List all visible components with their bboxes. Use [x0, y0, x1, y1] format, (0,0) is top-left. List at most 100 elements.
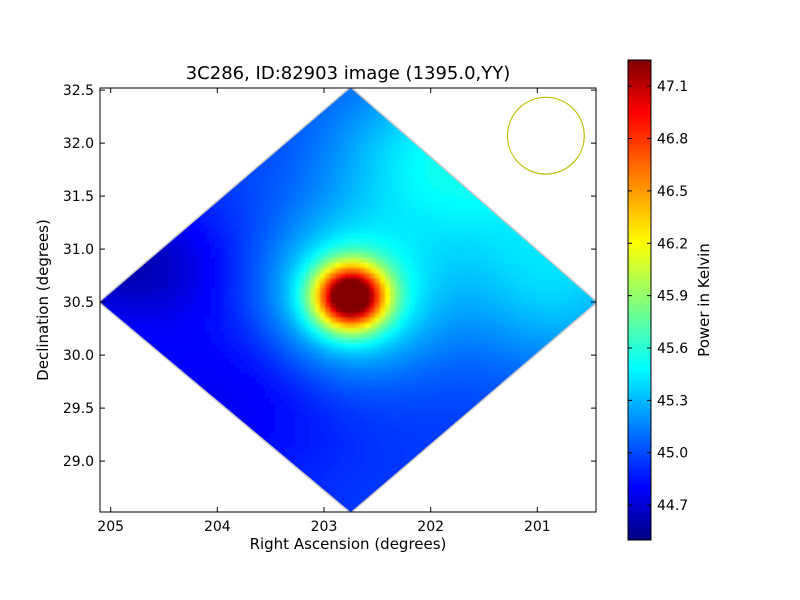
- heatmap-cell: [460, 318, 466, 324]
- heatmap-cell: [415, 278, 421, 284]
- heatmap-cell: [300, 308, 306, 314]
- heatmap-cell: [390, 248, 396, 254]
- heatmap-cell: [230, 228, 236, 234]
- heatmap-cell: [420, 298, 426, 304]
- heatmap-cell: [285, 253, 291, 259]
- heatmap-cell: [275, 178, 281, 184]
- heatmap-cell: [250, 313, 256, 319]
- heatmap-cell: [240, 208, 246, 214]
- heatmap-cell: [110, 293, 116, 299]
- heatmap-cell: [225, 253, 231, 259]
- heatmap-cell: [140, 283, 146, 289]
- heatmap-cell: [310, 313, 316, 319]
- heatmap-cell: [340, 308, 346, 314]
- heatmap-cell: [250, 208, 256, 214]
- heatmap-cell: [440, 228, 446, 234]
- heatmap-cell: [395, 178, 401, 184]
- heatmap-cell: [355, 268, 361, 274]
- heatmap-cell: [505, 253, 511, 259]
- heatmap-cell: [425, 198, 431, 204]
- heatmap-cell: [240, 278, 246, 284]
- heatmap-cell: [505, 303, 511, 309]
- heatmap-cell: [340, 143, 346, 149]
- heatmap-cell: [285, 288, 291, 294]
- heatmap-cell: [365, 298, 371, 304]
- heatmap-cell: [245, 288, 251, 294]
- heatmap-cell: [195, 318, 201, 324]
- heatmap-cell: [430, 218, 436, 224]
- heatmap-cell: [190, 278, 196, 284]
- heatmap-cell: [315, 168, 321, 174]
- heatmap-cell: [370, 233, 376, 239]
- heatmap-cell: [375, 178, 381, 184]
- heatmap-cell: [475, 258, 481, 264]
- heatmap-cell: [255, 293, 261, 299]
- heatmap-cell: [270, 323, 276, 329]
- heatmap-cell: [380, 168, 386, 174]
- heatmap-cell: [370, 158, 376, 164]
- heatmap-cell: [455, 278, 461, 284]
- heatmap-cell: [525, 298, 531, 304]
- heatmap-cell: [440, 258, 446, 264]
- heatmap-cell: [345, 248, 351, 254]
- heatmap-cell: [495, 288, 501, 294]
- heatmap-cell: [375, 253, 381, 259]
- heatmap-cell: [400, 283, 406, 289]
- heatmap-cell: [280, 223, 286, 229]
- heatmap-cell: [175, 268, 181, 274]
- heatmap-cell: [460, 273, 466, 279]
- heatmap-cell: [440, 318, 446, 324]
- heatmap-cell: [545, 318, 551, 324]
- heatmap-cell: [325, 143, 331, 149]
- heatmap-cell: [295, 263, 301, 269]
- heatmap-cell: [475, 198, 481, 204]
- heatmap-cell: [545, 308, 551, 314]
- heatmap-cell: [185, 318, 191, 324]
- heatmap-cell: [475, 333, 481, 339]
- heatmap-cell: [425, 158, 431, 164]
- heatmap-cell: [390, 158, 396, 164]
- heatmap-cell: [160, 268, 166, 274]
- heatmap-cell: [385, 203, 391, 209]
- heatmap-cell: [165, 248, 171, 254]
- heatmap-cell: [180, 278, 186, 284]
- heatmap-cell: [255, 193, 261, 199]
- heatmap-cell: [330, 193, 336, 199]
- heatmap-cell: [240, 293, 246, 299]
- heatmap-cell: [345, 288, 351, 294]
- heatmap-cell: [275, 248, 281, 254]
- heatmap-cell: [405, 238, 411, 244]
- heatmap-cell: [350, 173, 356, 179]
- heatmap-cell: [410, 308, 416, 314]
- heatmap-cell: [250, 243, 256, 249]
- heatmap-cell: [480, 258, 486, 264]
- heatmap-cell: [450, 328, 456, 334]
- heatmap-cell: [440, 213, 446, 219]
- heatmap-cell: [315, 143, 321, 149]
- heatmap-cell: [195, 218, 201, 224]
- heatmap-cell: [175, 328, 181, 334]
- heatmap-cell: [240, 328, 246, 334]
- heatmap-cell: [410, 258, 416, 264]
- heatmap-cell: [235, 303, 241, 309]
- heatmap-cell: [290, 173, 296, 179]
- heatmap-cell: [280, 188, 286, 194]
- heatmap-cell: [385, 153, 391, 159]
- heatmap-cell: [315, 278, 321, 284]
- heatmap-cell: [190, 328, 196, 334]
- heatmap-cell: [175, 293, 181, 299]
- heatmap-cell: [385, 128, 391, 134]
- heatmap-cell: [255, 318, 261, 324]
- heatmap-cell: [390, 173, 396, 179]
- heatmap-cell: [350, 263, 356, 269]
- heatmap-cell: [385, 163, 391, 169]
- heatmap-cell: [390, 318, 396, 324]
- heatmap-cell: [515, 323, 521, 329]
- heatmap-cell: [305, 228, 311, 234]
- heatmap-cell: [375, 328, 381, 334]
- heatmap-cell: [365, 323, 371, 329]
- heatmap-cell: [325, 208, 331, 214]
- heatmap-cell: [415, 223, 421, 229]
- heatmap-cell: [440, 203, 446, 209]
